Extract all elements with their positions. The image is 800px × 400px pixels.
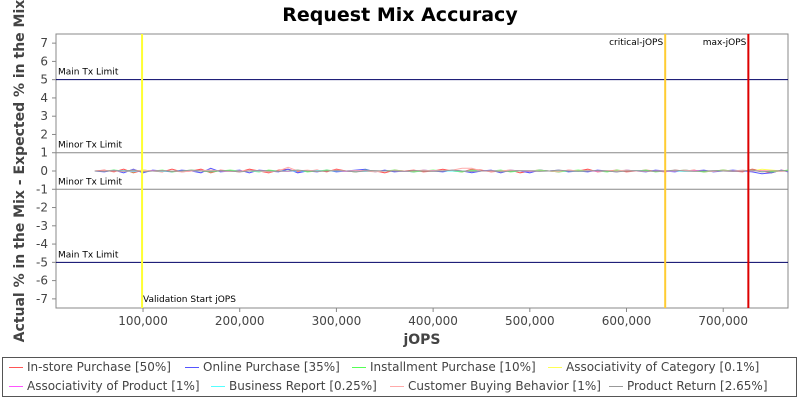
legend-row: Associativity of Product [1%] Business Re… (3, 379, 796, 397)
y-tick-label: -5 (36, 255, 48, 269)
legend-item: Online Purchase [35%] (185, 360, 340, 374)
x-tick-label: 200,000 (215, 314, 265, 328)
x-tick-label: 600,000 (602, 314, 652, 328)
legend-item: Installment Purchase [10%] (352, 360, 536, 374)
legend-label: Business Report [0.25%] (229, 379, 377, 393)
y-tick-label: 7 (40, 36, 48, 50)
legend-item: In-store Purchase [50%] (9, 360, 171, 374)
legend-item: Business Report [0.25%] (211, 379, 377, 393)
legend-item: Customer Buying Behavior [1%] (390, 379, 601, 393)
legend-item: Product Return [2.65%] (609, 379, 768, 393)
y-tick-label: 4 (40, 91, 48, 105)
legend-swatch (9, 385, 23, 387)
marker-label: max-jOPS (703, 38, 747, 48)
y-tick-label: -1 (36, 182, 48, 196)
x-tick-label: 700,000 (698, 314, 748, 328)
x-axis: 100,000 200,000 300,000 400,000 500,000 600,0… (118, 308, 748, 328)
legend-label: Online Purchase [35%] (203, 360, 340, 374)
marker-label: critical-jOPS (609, 38, 663, 48)
y-tick-label: 3 (40, 109, 48, 123)
legend-swatch (211, 385, 225, 387)
chart-title: Request Mix Accuracy (282, 4, 518, 26)
legend-label: Customer Buying Behavior [1%] (408, 379, 601, 393)
x-axis-title: jOPS (402, 332, 440, 348)
x-tick-label: 300,000 (312, 314, 362, 328)
y-tick-label: -3 (36, 219, 48, 233)
legend-swatch (390, 385, 404, 387)
legend-label: Installment Purchase [10%] (370, 360, 536, 374)
series-line (94, 167, 789, 175)
y-axis-title: Actual % in the Mix - Expected % in the … (12, 0, 28, 342)
limit-label: Minor Tx Limit (58, 141, 123, 151)
y-tick-label: -7 (36, 292, 48, 306)
y-tick-label: 5 (40, 73, 48, 87)
y-tick-label: 2 (40, 127, 48, 141)
y-tick-label: 1 (40, 146, 48, 160)
legend-swatch (352, 366, 366, 368)
legend-swatch (9, 366, 23, 368)
legend-label: In-store Purchase [50%] (27, 360, 171, 374)
limit-label: Main Tx Limit (58, 250, 119, 260)
y-tick-label: -4 (36, 237, 48, 251)
legend-label: Associativity of Product [1%] (27, 379, 200, 393)
y-tick-label: 6 (40, 54, 48, 68)
legend-swatch (548, 366, 562, 368)
x-tick-label: 500,000 (505, 314, 555, 328)
y-tick-label: -2 (36, 201, 48, 215)
legend-item: Associativity of Category [0.1%] (548, 360, 759, 374)
legend-row: In-store Purchase [50%] Online Purchase [… (3, 360, 796, 378)
x-tick-label: 100,000 (118, 314, 168, 328)
x-tick-label: 400,000 (408, 314, 458, 328)
legend-label: Associativity of Category [0.1%] (566, 360, 760, 374)
marker-lines: Validation Start jOPS critical-jOPS max-jO… (141, 34, 750, 308)
legend-swatch (609, 385, 623, 387)
y-tick-label: -6 (36, 274, 48, 288)
y-axis: -7 -6 -5 -4 -3 -2 -1 0 1 2 3 4 5 6 7 (36, 36, 56, 306)
marker-label: Validation Start jOPS (143, 295, 236, 305)
legend: In-store Purchase [50%] Online Purchase [… (2, 357, 797, 397)
limit-label: Main Tx Limit (58, 68, 119, 78)
y-tick-label: 0 (40, 164, 48, 178)
limit-label: Minor Tx Limit (58, 177, 123, 187)
legend-label: Product Return [2.65%] (627, 379, 768, 393)
series-lines (94, 166, 789, 175)
legend-item: Associativity of Product [1%] (9, 379, 200, 393)
series-line (94, 169, 789, 173)
legend-swatch (185, 366, 199, 368)
